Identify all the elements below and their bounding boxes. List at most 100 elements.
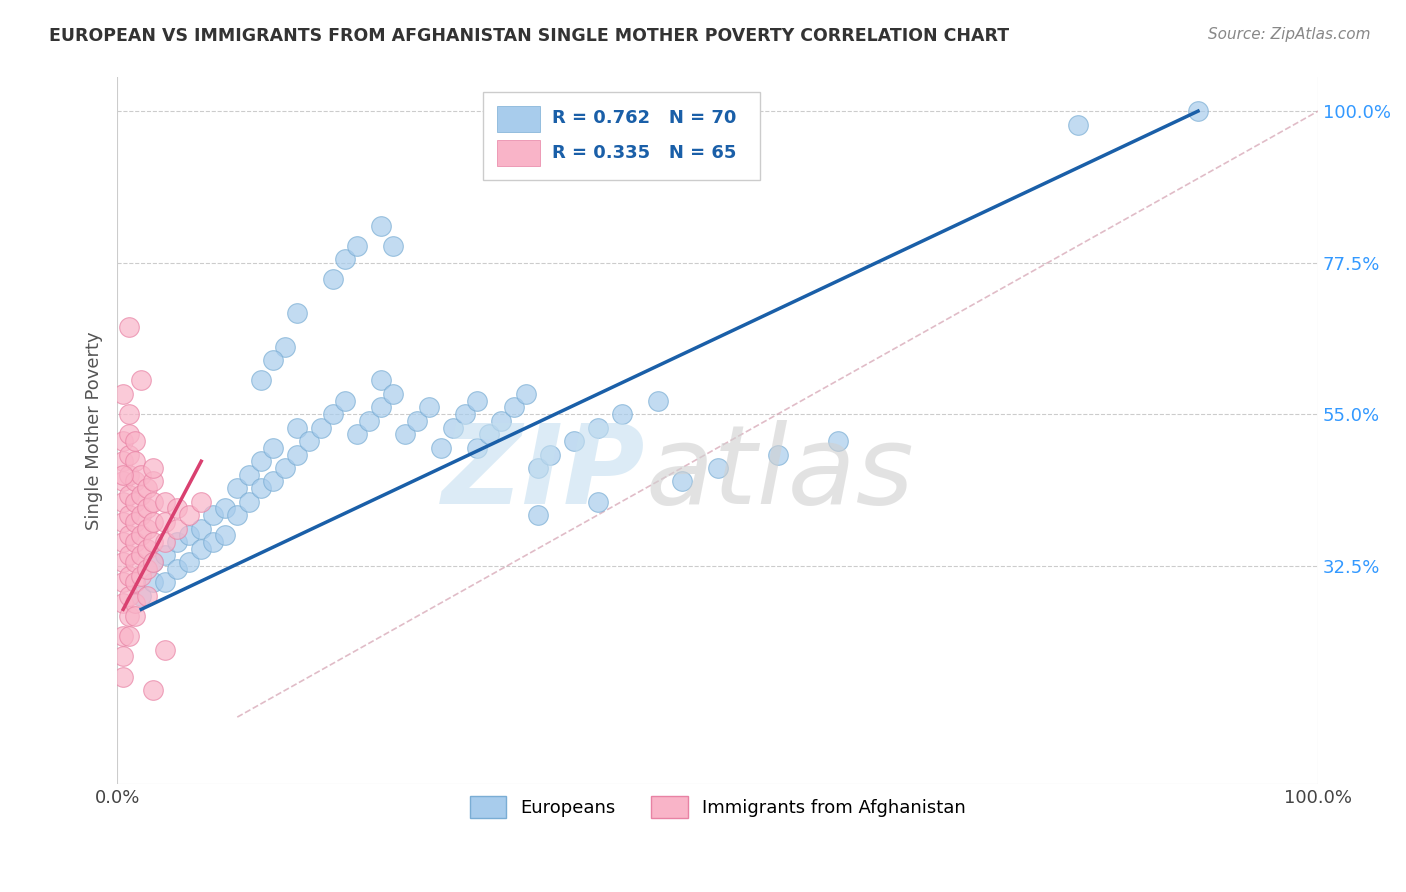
Point [136, 481, 159, 495]
Point [226, 481, 249, 495]
Point [202, 508, 225, 522]
Point [394, 427, 416, 442]
Point [142, 461, 165, 475]
Point [142, 494, 165, 508]
Point [647, 393, 669, 408]
Point [370, 219, 392, 233]
Point [142, 515, 165, 529]
Point [467, 441, 489, 455]
Point [430, 441, 453, 455]
Point [142, 555, 165, 569]
Point [250, 481, 273, 495]
Point [142, 535, 165, 549]
Point [190, 522, 212, 536]
Point [311, 420, 333, 434]
FancyBboxPatch shape [496, 140, 540, 166]
Point [112, 494, 135, 508]
Point [406, 414, 429, 428]
Point [118, 467, 141, 482]
Point [124, 555, 146, 569]
Point [515, 387, 537, 401]
Point [671, 475, 693, 489]
Point [129, 488, 152, 502]
Point [166, 535, 188, 549]
Point [478, 427, 501, 442]
Point [118, 319, 141, 334]
Point [112, 670, 135, 684]
Point [124, 494, 146, 508]
Point [166, 522, 188, 536]
Point [382, 387, 405, 401]
Point [136, 501, 159, 516]
Point [124, 475, 146, 489]
Point [190, 494, 212, 508]
Point [112, 467, 135, 482]
Point [250, 454, 273, 468]
Point [179, 508, 201, 522]
Legend: Europeans, Immigrants from Afghanistan: Europeans, Immigrants from Afghanistan [463, 789, 973, 825]
Point [112, 649, 135, 664]
Point [112, 596, 135, 610]
Point [155, 535, 177, 549]
Point [262, 441, 284, 455]
Point [155, 642, 177, 657]
Point [129, 373, 152, 387]
Point [129, 549, 152, 563]
Point [370, 373, 392, 387]
Point [112, 387, 135, 401]
Point [443, 420, 465, 434]
Point [124, 609, 146, 624]
Point [382, 239, 405, 253]
Point [238, 494, 260, 508]
Point [1187, 104, 1209, 119]
Point [586, 420, 609, 434]
Point [190, 541, 212, 556]
Point [335, 252, 357, 267]
Point [526, 508, 548, 522]
Point [129, 568, 152, 582]
Point [142, 555, 165, 569]
Point [274, 461, 297, 475]
Point [1067, 118, 1090, 132]
Point [166, 562, 188, 576]
Point [346, 427, 368, 442]
Point [124, 575, 146, 590]
Point [274, 340, 297, 354]
Text: EUROPEAN VS IMMIGRANTS FROM AFGHANISTAN SINGLE MOTHER POVERTY CORRELATION CHART: EUROPEAN VS IMMIGRANTS FROM AFGHANISTAN … [49, 27, 1010, 45]
Point [124, 535, 146, 549]
Point [179, 555, 201, 569]
Point [112, 454, 135, 468]
Point [112, 434, 135, 448]
Point [285, 420, 308, 434]
Point [226, 508, 249, 522]
Point [112, 629, 135, 643]
Point [118, 589, 141, 603]
Point [359, 414, 381, 428]
Point [129, 589, 152, 603]
Point [155, 515, 177, 529]
Point [118, 427, 141, 442]
Point [155, 494, 177, 508]
Point [250, 373, 273, 387]
Point [118, 609, 141, 624]
Text: R = 0.762   N = 70: R = 0.762 N = 70 [553, 110, 737, 128]
Point [322, 272, 344, 286]
Point [179, 528, 201, 542]
Point [118, 549, 141, 563]
Point [118, 488, 141, 502]
Text: Source: ZipAtlas.com: Source: ZipAtlas.com [1208, 27, 1371, 42]
Y-axis label: Single Mother Poverty: Single Mother Poverty [86, 332, 103, 530]
Point [118, 448, 141, 462]
Point [112, 535, 135, 549]
Point [142, 683, 165, 698]
Point [129, 528, 152, 542]
Point [112, 555, 135, 569]
Point [491, 414, 513, 428]
Point [118, 508, 141, 522]
Point [118, 407, 141, 421]
Point [118, 629, 141, 643]
Point [467, 393, 489, 408]
Point [766, 448, 789, 462]
Point [155, 575, 177, 590]
Point [827, 434, 849, 448]
